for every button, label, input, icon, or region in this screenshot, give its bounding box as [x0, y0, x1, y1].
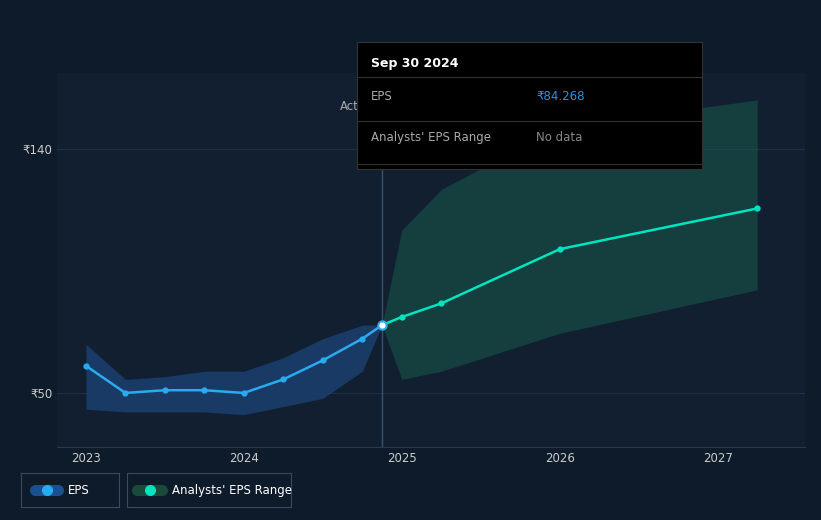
Text: Sep 30 2024: Sep 30 2024 [371, 57, 458, 70]
Text: Analysts' EPS Range: Analysts' EPS Range [172, 484, 291, 497]
Text: EPS: EPS [68, 484, 89, 497]
Text: EPS: EPS [371, 90, 392, 103]
Text: No data: No data [536, 131, 583, 144]
Text: Actual: Actual [341, 100, 378, 113]
Text: Analysts Forecasts: Analysts Forecasts [387, 100, 497, 113]
Text: Analysts' EPS Range: Analysts' EPS Range [371, 131, 491, 144]
Text: ₹84.268: ₹84.268 [536, 90, 585, 103]
